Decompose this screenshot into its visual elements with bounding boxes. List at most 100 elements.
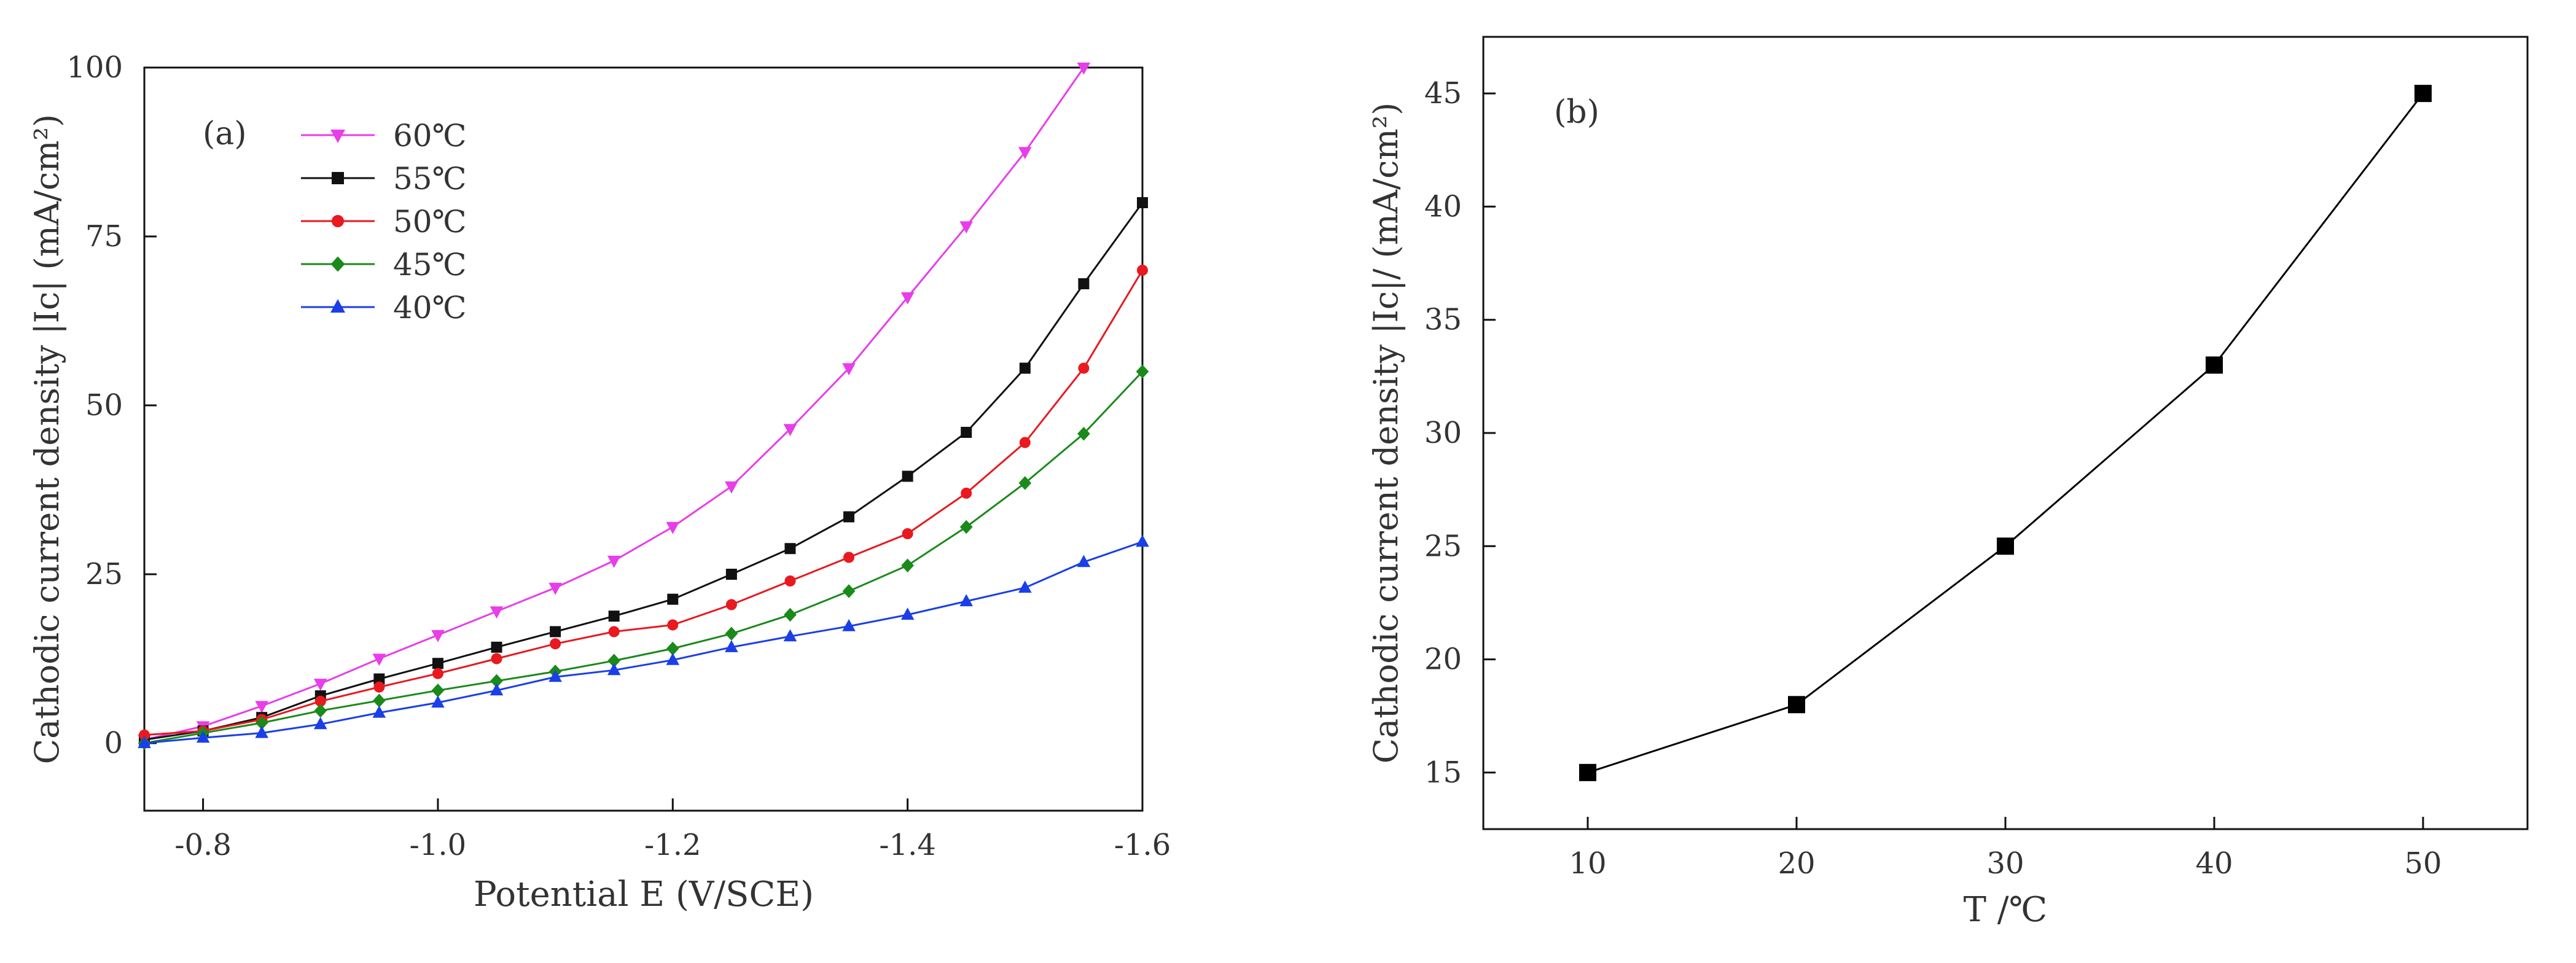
panel-a-series-4-point xyxy=(138,736,151,749)
panel-a-series-1-line xyxy=(144,202,1144,741)
panel-b-x-tick-label: 20 xyxy=(1778,846,1815,881)
panel-b-label: (b) xyxy=(1554,94,1599,131)
panel-a-x-tick-label: -0.8 xyxy=(174,828,232,862)
panel-a-legend-label-1: 55℃ xyxy=(393,161,467,197)
panel-a-series-3-point xyxy=(1077,426,1090,441)
panel-a-y-tick-label: 25 xyxy=(85,557,123,591)
panel-a-series-2-point xyxy=(1019,437,1031,448)
panel-b-series-0-point xyxy=(1579,763,1596,781)
panel-b-y-tick-label: 45 xyxy=(1424,76,1462,111)
panel-a-label: (a) xyxy=(203,115,247,152)
panel-a-series-4-point xyxy=(372,705,386,718)
panel-a-x-tick-label: -1.0 xyxy=(410,828,467,862)
panel-a-series-3-point xyxy=(1018,476,1032,490)
panel-a-series-4-point xyxy=(490,683,504,696)
panel-b-ticks-group: 10 20 30 40 50 15 20 25 30 35 40 45 xyxy=(1424,76,2442,881)
panel-a-series-3-point xyxy=(725,626,738,641)
panel-a-legend-label-4: 40℃ xyxy=(393,290,467,326)
panel-a-x-tick-label: -1.6 xyxy=(1114,828,1171,862)
panel-b-chart: 10 20 30 40 50 15 20 25 30 35 40 45 (b) T /℃ Cathod… xyxy=(1367,36,2529,930)
panel-b-y-axis-label: Cathodic current density |Ic|/ (mA/cm²) xyxy=(1367,103,1405,764)
panel-a-series-2-point xyxy=(1137,265,1148,276)
panel-a-legend-label-3: 45℃ xyxy=(393,247,467,283)
panel-a-series-1-point xyxy=(784,543,796,555)
panel-a-series-3-point xyxy=(255,715,268,730)
panel-a-x-axis-label: Potential E (V/SCE) xyxy=(474,875,814,914)
panel-a-series-0-point xyxy=(372,653,386,666)
panel-a-series-2-point xyxy=(843,552,855,563)
panel-b-y-tick-label: 25 xyxy=(1424,529,1462,563)
panel-a-series-3-point xyxy=(314,703,327,718)
panel-a-series-3-line xyxy=(144,370,1144,744)
panel-a-series-1-point xyxy=(432,658,443,669)
panel-a-series-1-point xyxy=(1078,278,1090,289)
panel-a-series-0-point xyxy=(842,363,856,376)
panel-a-series-3-point xyxy=(784,607,797,622)
panel-a-series-0-point xyxy=(725,481,738,494)
panel-a-legend: 60℃ 55℃ 50℃ 45℃ 40℃ xyxy=(301,118,467,326)
panel-a-series-0-point xyxy=(959,221,974,234)
panel-a-ticks-group: -0.8 -1.0 -1.2 -1.4 -1.6 0 25 50 75 100 xyxy=(66,50,1171,862)
panel-a-series-2-point xyxy=(1078,362,1090,374)
panel-a-series-2-point xyxy=(608,626,620,637)
panel-a-legend-label-2: 50℃ xyxy=(393,204,467,240)
panel-a-series-0-point xyxy=(1077,62,1091,75)
panel-a-series-3-point xyxy=(842,584,856,598)
panel-a-series-1-point xyxy=(725,569,737,580)
panel-a-series-2-point xyxy=(550,638,561,650)
panel-a-series-0-point xyxy=(783,424,797,437)
panel-a-plot-frame xyxy=(143,66,1144,812)
panel-a-series-4-point xyxy=(431,695,445,708)
panel-a-series-4-point xyxy=(783,629,797,642)
panel-a-legend-label-0: 60℃ xyxy=(393,118,467,154)
panel-b-series-0-point xyxy=(2206,356,2223,374)
panel-a-series-4-point xyxy=(255,725,268,738)
panel-a-series-3-point xyxy=(1136,364,1149,379)
panel-a-series-2-point xyxy=(139,729,150,741)
panel-a-series-1-point xyxy=(491,641,502,653)
panel-a-series-0-point xyxy=(431,630,445,642)
panel-a-series-0-point xyxy=(1018,147,1032,160)
panel-b-y-tick-label: 40 xyxy=(1424,189,1462,224)
panel-a-series-0-point xyxy=(900,292,915,305)
panel-a-series-3-point xyxy=(666,641,679,656)
panel-a-series-0-point xyxy=(255,701,268,714)
panel-a-series-4-point xyxy=(1018,580,1032,593)
panel-a-series-4-point xyxy=(1136,534,1149,547)
panel-a-y-axis-label: Cathodic current density |Ic| (mA/cm²) xyxy=(28,114,66,764)
panel-a-series-3-point xyxy=(373,693,386,708)
panel-a-legend-marker-2 xyxy=(332,215,344,227)
panel-a-series-2-point xyxy=(314,695,326,707)
panel-b-x-tick-label: 30 xyxy=(1986,846,2024,881)
panel-a-y-tick-label: 75 xyxy=(85,219,123,254)
panel-a-series-1-point xyxy=(608,610,620,622)
panel-a-series-3-point xyxy=(490,674,503,688)
panel-a-legend-marker-0 xyxy=(330,130,345,143)
panel-a-series-2-point xyxy=(667,619,679,631)
panel-a-legend-marker-3 xyxy=(330,256,345,272)
panel-b-y-tick-label: 30 xyxy=(1424,416,1462,450)
panel-a-series-4-point xyxy=(548,669,562,682)
panel-a-series-1-point xyxy=(1137,197,1148,208)
panel-a-series-2-point xyxy=(373,681,385,693)
panel-a-series-2-point xyxy=(902,528,913,539)
panel-b-x-tick-label: 50 xyxy=(2404,846,2441,881)
panel-a-series-4-point xyxy=(842,619,856,631)
panel-a-series-1-point xyxy=(373,673,385,685)
panel-a-series-0-point xyxy=(548,582,562,595)
panel-a-series-4-line xyxy=(144,540,1143,744)
panel-a-series-2-point xyxy=(961,488,972,499)
panel-a-series-4-point xyxy=(900,607,915,620)
panel-a-series-2-point xyxy=(432,668,443,679)
panel-a-legend-marker-4 xyxy=(330,299,345,313)
panel-a-series-4-point xyxy=(959,594,974,607)
panel-a-series-3-point xyxy=(431,683,445,698)
panel-a-series-0-point xyxy=(490,606,504,619)
panel-a-series-3-point xyxy=(901,558,914,572)
panel-a-series-4-point xyxy=(196,730,210,743)
panel-a-series-2-point xyxy=(491,653,502,665)
panel-a-series-4-point xyxy=(1077,555,1091,567)
panel-a-series-4-point xyxy=(725,640,738,652)
panel-a-series-1-point xyxy=(550,626,561,637)
